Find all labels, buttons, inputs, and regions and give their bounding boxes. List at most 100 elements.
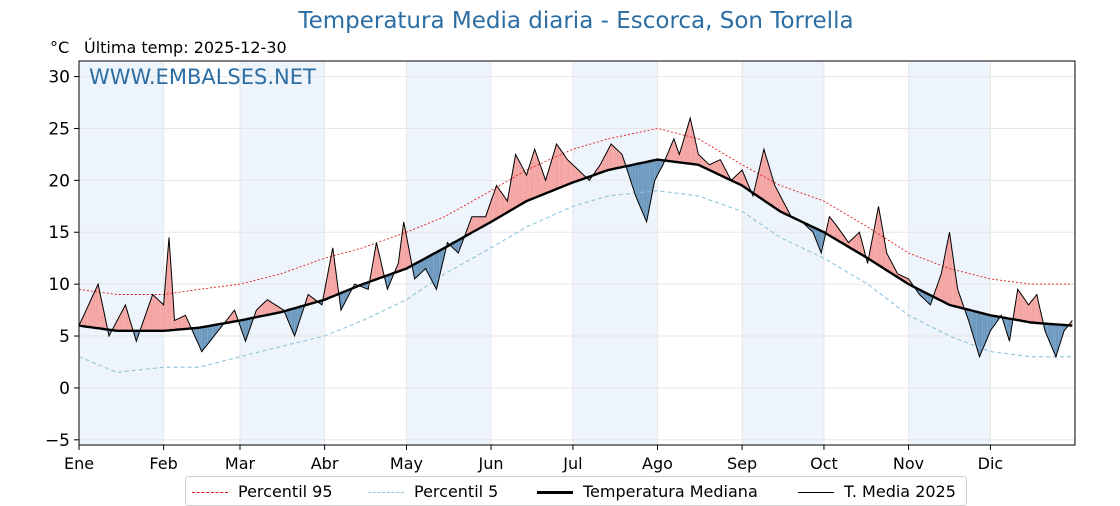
- fill-above-median: [564, 155, 568, 186]
- fill-above-median: [769, 167, 773, 206]
- fill-above-median: [507, 185, 511, 213]
- fill-above-median: [261, 302, 265, 317]
- fill-above-median: [477, 216, 481, 230]
- legend-swatch-median: [537, 491, 573, 494]
- fill-below-median: [201, 326, 205, 352]
- fill-above-median: [668, 145, 672, 162]
- fill-above-median: [892, 263, 895, 276]
- series-median-line: [78, 158, 1073, 332]
- x-tick-label: Ago: [642, 454, 673, 473]
- fill-below-median: [643, 161, 647, 222]
- fill-above-median: [158, 299, 161, 331]
- fill-above-median: [537, 157, 541, 197]
- legend-label-p5: Percentil 5: [414, 482, 499, 501]
- fill-above-median: [856, 232, 860, 254]
- fill-below-median: [420, 259, 423, 274]
- fill-above-median: [504, 197, 508, 214]
- fill-above-median: [572, 164, 576, 183]
- fill-above-median: [774, 185, 778, 210]
- fill-above-median: [597, 164, 601, 174]
- legend-item-median: Temperatura Mediana: [537, 482, 758, 501]
- fill-above-median: [679, 145, 683, 163]
- fill-below-median: [1058, 324, 1062, 349]
- fill-above-median: [92, 290, 96, 328]
- fill-above-median: [144, 310, 148, 331]
- fill-above-median: [496, 185, 500, 219]
- fill-above-median: [510, 169, 513, 211]
- fill-above-median: [166, 237, 170, 331]
- fill-above-median: [687, 118, 691, 164]
- fill-above-median: [542, 172, 546, 195]
- fill-above-median: [499, 189, 502, 218]
- unit-label: °C: [50, 38, 70, 57]
- fill-below-median: [1006, 318, 1010, 342]
- fill-above-median: [1023, 297, 1026, 322]
- fill-above-median: [160, 302, 164, 331]
- fill-above-median: [485, 208, 489, 225]
- fill-above-median: [471, 216, 475, 233]
- fill-above-median: [777, 190, 781, 212]
- fill-below-median: [431, 253, 434, 285]
- fill-above-median: [81, 313, 85, 327]
- fill-above-median: [501, 193, 505, 216]
- fill-below-median: [297, 306, 301, 328]
- fill-above-median: [540, 164, 543, 196]
- fill-below-median: [207, 325, 210, 345]
- fill-above-median: [122, 304, 126, 331]
- fill-above-median: [559, 147, 562, 188]
- fill-above-median: [169, 237, 172, 331]
- fill-above-median: [605, 149, 609, 171]
- legend-label-p95: Percentil 95: [238, 482, 333, 501]
- fill-above-median: [518, 159, 522, 206]
- fill-above-median: [783, 201, 786, 215]
- fill-above-median: [534, 149, 538, 198]
- fill-above-median: [761, 149, 764, 201]
- fill-above-median: [177, 317, 180, 330]
- fill-below-median: [422, 258, 426, 272]
- fill-above-median: [1014, 289, 1018, 321]
- fill-above-median: [275, 304, 279, 314]
- chart-legend: Percentil 95 Percentil 5 Temperatura Med…: [185, 476, 967, 506]
- fill-above-median: [149, 294, 153, 331]
- fill-above-median: [523, 169, 527, 203]
- fill-above-median: [695, 142, 699, 165]
- fill-above-median: [95, 284, 99, 329]
- temperature-chart: −5 0 5 10 15 20 25 30 Ene Feb Mar Abr May Jun Jul Ago Se…: [45, 60, 1076, 473]
- fill-below-median: [815, 228, 819, 247]
- x-tick-label: Feb: [149, 454, 177, 473]
- fill-above-median: [883, 237, 887, 271]
- x-tick-label: Nov: [893, 454, 924, 473]
- fill-below-median: [414, 262, 418, 279]
- fill-above-median: [155, 297, 159, 331]
- fill-below-median: [630, 164, 633, 188]
- x-tick-label: Sep: [727, 454, 757, 473]
- fill-below-median: [974, 311, 977, 348]
- watermark-text: WWW.EMBALSES.NET: [89, 65, 316, 89]
- fill-above-median: [722, 164, 726, 178]
- fill-above-median: [179, 316, 183, 330]
- fill-above-median: [870, 234, 874, 262]
- fill-below-median: [660, 159, 663, 170]
- fill-above-median: [182, 315, 186, 330]
- fill-above-median: [613, 146, 617, 169]
- fill-above-median: [714, 160, 718, 174]
- fill-above-median: [834, 223, 838, 241]
- fill-above-median: [570, 162, 573, 184]
- series-p95-line: [78, 128, 1073, 295]
- fill-above-median: [125, 304, 129, 331]
- fill-below-median: [982, 313, 985, 351]
- legend-item-p95: Percentil 95: [192, 482, 333, 501]
- x-tick-label: Oct: [810, 454, 838, 473]
- fill-above-median: [1028, 301, 1032, 323]
- fill-below-median: [968, 309, 972, 330]
- y-tick-label: −5: [45, 431, 70, 451]
- x-tick-label: Dic: [978, 454, 1004, 473]
- month-band: [239, 61, 325, 445]
- fill-below-median: [387, 274, 391, 290]
- fill-above-median: [698, 154, 702, 167]
- fill-above-median: [379, 254, 382, 279]
- fill-below-median: [979, 312, 983, 357]
- fill-above-median: [264, 299, 268, 316]
- fill-above-median: [875, 206, 879, 266]
- fill-above-median: [327, 262, 331, 299]
